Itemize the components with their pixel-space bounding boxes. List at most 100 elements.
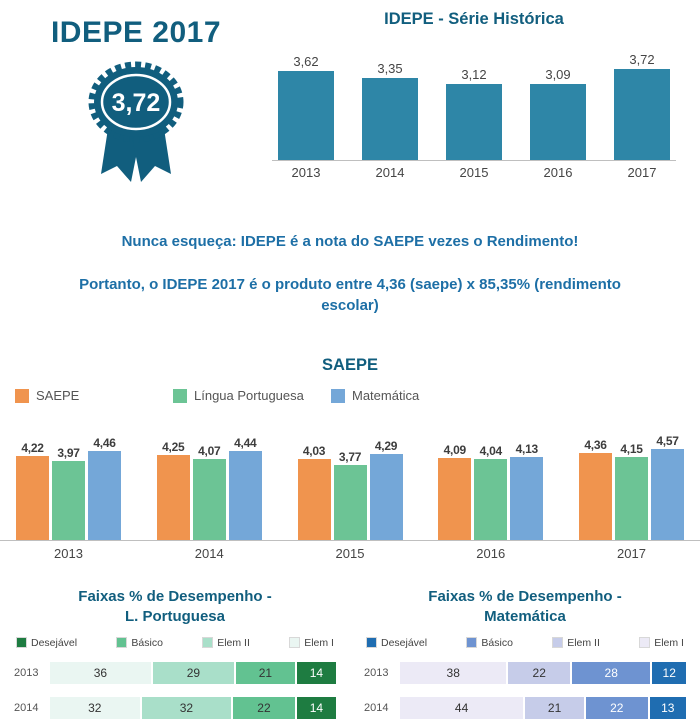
medal-ribbon-right xyxy=(131,122,171,182)
bar xyxy=(228,451,262,540)
bar-value-label: 3,12 xyxy=(461,66,487,82)
segment-elem-ii: 21 xyxy=(525,696,584,719)
bar-value-label: 4,25 xyxy=(162,440,185,454)
y-tick-2013: 2013 xyxy=(14,666,39,679)
legend-label: Básico xyxy=(131,636,163,649)
page-title: IDEPE 2017 xyxy=(50,16,222,49)
bar-lingua-portuguesa-2015: 3,77 xyxy=(333,449,367,540)
bar-2014: 3,35 xyxy=(362,61,418,160)
bar-group-2016: 4,09 4,04 4,13 xyxy=(438,442,544,540)
stacked-bar: 38 22 28 12 xyxy=(400,661,686,684)
bar-value-label: 4,03 xyxy=(302,444,326,459)
segment-basico: 21 xyxy=(236,661,295,684)
bar-value-label: 3,35 xyxy=(377,60,403,76)
segment-desejavel: 14 xyxy=(296,661,336,684)
segment-elem-i: 32 xyxy=(50,696,140,719)
segment-elem-ii: 22 xyxy=(508,661,570,684)
chart-title: Faixas % de Desempenho - Matemática xyxy=(428,588,622,626)
segment-elem-i: 44 xyxy=(400,696,524,719)
bar xyxy=(16,455,49,540)
stacked-row-2014: 2014 44 21 22 13 xyxy=(364,696,686,719)
bar-value-label: 3,62 xyxy=(293,54,319,70)
legend-item-basico: Básico xyxy=(466,637,513,649)
bar-saepe-2014: 4,25 xyxy=(156,440,190,540)
x-tick-2014: 2014 xyxy=(375,165,405,180)
bar-group-2017: 4,36 4,15 4,57 xyxy=(579,434,684,540)
stacked-row-2013: 2013 38 22 28 12 xyxy=(364,661,686,684)
bar xyxy=(192,458,226,540)
stacked-bar: 32 32 22 14 xyxy=(50,696,336,719)
legend-swatch xyxy=(639,637,651,648)
bar-2017: 3,72 xyxy=(614,52,670,160)
legend-swatch xyxy=(331,388,345,403)
legend-swatch xyxy=(202,637,214,648)
bar-value-label: 4,13 xyxy=(515,442,538,457)
medal-inner-ring xyxy=(100,73,172,131)
bar-plot-area: 3,62 3,35 3,12 3,09 3,72 xyxy=(272,35,676,161)
saepe-chart: SAEPE SAEPE Língua Portuguesa Matemática 4… xyxy=(0,356,700,561)
bar-value-label: 4,44 xyxy=(234,436,257,451)
bottom-section: Faixas % de Desempenho - L. Portuguesa D… xyxy=(0,587,700,719)
x-tick-2017: 2017 xyxy=(617,546,646,561)
stacked-rows: 2013 38 22 28 12 2014 44 21 22 13 xyxy=(364,661,686,719)
bar-group-2013: 4,22 3,97 4,46 xyxy=(16,436,121,540)
chart-title: IDEPE - Série Histórica xyxy=(384,10,564,28)
segment-basico: 22 xyxy=(233,696,295,719)
chart-legend: Desejável Básico Elem II Elem I xyxy=(364,637,686,649)
bar xyxy=(614,68,670,160)
bar xyxy=(156,455,190,540)
bar xyxy=(651,448,684,540)
faixas-matematica-chart: Faixas % de Desempenho - Matemática Dese… xyxy=(350,587,700,719)
bar xyxy=(362,77,418,160)
x-axis-labels: 2013 2014 2015 2016 2017 xyxy=(0,546,700,561)
bar-lingua-portuguesa-2014: 4,07 xyxy=(192,444,226,540)
bar-group-2015: 4,03 3,77 4,29 xyxy=(297,439,403,540)
note-idepe-product: Portanto, o IDEPE 2017 é o produto entre… xyxy=(79,276,621,314)
bar xyxy=(88,450,121,540)
bar xyxy=(438,458,472,540)
bar-value-label: 4,57 xyxy=(656,433,679,448)
bar-value-label: 4,09 xyxy=(443,443,466,458)
bar-saepe-2013: 4,22 xyxy=(16,441,49,540)
bar-matematica-2017: 4,57 xyxy=(651,434,684,540)
bar-value-label: 4,46 xyxy=(93,435,116,450)
x-tick-2013: 2013 xyxy=(54,546,83,561)
legend-swatch xyxy=(173,388,187,403)
medal-score: 3,72 xyxy=(112,89,161,117)
bar-saepe-2017: 4,36 xyxy=(579,438,612,540)
idepe-serie-historica-chart: IDEPE - Série Histórica 3,62 3,35 3,12 3,09… xyxy=(272,10,676,193)
legend-item-desejavel: Desejável xyxy=(366,637,427,649)
x-axis-labels: 2013 2014 2015 2016 2017 xyxy=(272,165,676,180)
y-tick-2013: 2013 xyxy=(364,666,389,679)
x-tick-2013: 2013 xyxy=(291,165,321,180)
legend-swatch xyxy=(366,637,377,648)
segment-elem-i: 36 xyxy=(50,661,151,684)
bar-matematica-2013: 4,46 xyxy=(88,436,121,540)
legend-label: Desejável xyxy=(381,636,428,649)
x-tick-2015: 2015 xyxy=(459,165,489,180)
bar-matematica-2016: 4,13 xyxy=(510,442,544,540)
legend-item-saepe: SAEPE xyxy=(15,388,173,403)
segment-desejavel: 12 xyxy=(652,661,686,684)
legend-item-basico: Básico xyxy=(116,637,163,649)
medal-body xyxy=(94,67,178,137)
faixas-lportuguesa-chart: Faixas % de Desempenho - L. Portuguesa D… xyxy=(0,587,350,719)
segment-elem-ii: 32 xyxy=(141,696,232,719)
bar-2013: 3,62 xyxy=(278,54,334,160)
bar-2016: 3,09 xyxy=(530,67,586,160)
bar-value-label: 3,97 xyxy=(57,445,80,460)
bar-value-label: 4,15 xyxy=(620,442,643,456)
bar-2015: 3,12 xyxy=(446,67,502,160)
bar-value-label: 3,77 xyxy=(338,449,362,464)
bar-plot-area: 4,22 3,97 4,46 4,25 4,07 4,44 4,03 3,77 4,29 4,09… xyxy=(0,413,700,541)
bar-value-label: 4,29 xyxy=(374,439,398,454)
bar-lingua-portuguesa-2017: 4,15 xyxy=(615,442,648,540)
bar xyxy=(579,452,612,540)
segment-basico: 28 xyxy=(572,661,651,684)
legend-item-elem-i: Elem I xyxy=(289,637,334,649)
bar-matematica-2014: 4,44 xyxy=(228,436,262,540)
chart-title: SAEPE xyxy=(322,356,378,374)
bar-lingua-portuguesa-2013: 3,97 xyxy=(52,446,85,540)
bar-value-label: 3,09 xyxy=(545,67,571,83)
